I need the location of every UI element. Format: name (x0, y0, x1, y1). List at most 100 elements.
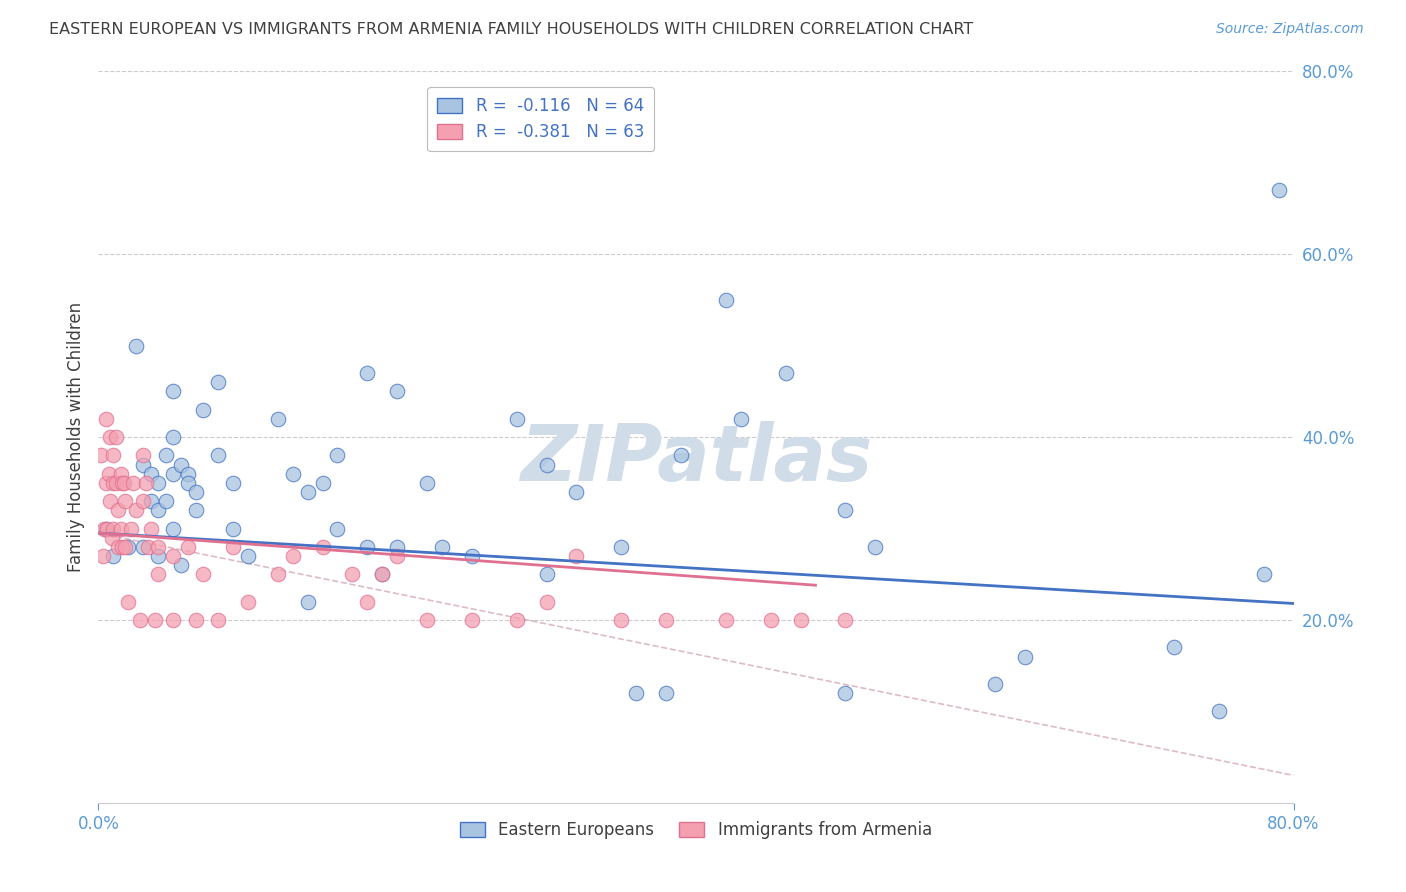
Point (311, 540, 333, 554)
Point (136, 540, 159, 554)
Point (110, 521, 132, 535)
Point (610, 613, 633, 627)
Y-axis label: Family Households with Children: Family Households with Children (66, 302, 84, 572)
Point (120, 521, 142, 535)
Point (326, 448, 349, 462)
Point (91, 549, 114, 563)
Point (143, 613, 166, 627)
Point (385, 549, 409, 563)
Point (162, 521, 184, 535)
Point (129, 613, 152, 627)
Point (834, 613, 856, 627)
Point (356, 540, 378, 554)
Point (132, 494, 155, 508)
Point (135, 475, 157, 490)
Point (90, 448, 112, 462)
Point (626, 686, 648, 700)
Point (132, 448, 155, 462)
Point (655, 686, 678, 700)
Point (169, 558, 191, 573)
Point (132, 540, 155, 554)
Point (984, 677, 1007, 691)
Point (125, 503, 148, 517)
Point (107, 503, 129, 517)
Point (103, 448, 125, 462)
Point (162, 430, 184, 444)
Point (148, 540, 170, 554)
Point (117, 594, 139, 608)
Point (177, 540, 200, 554)
Text: ZIPatlas: ZIPatlas (520, 421, 872, 497)
Point (371, 567, 394, 582)
Point (93, 521, 115, 535)
Point (148, 475, 170, 490)
Point (565, 549, 588, 563)
Point (281, 549, 304, 563)
Point (94, 521, 117, 535)
Point (775, 366, 797, 380)
Point (107, 540, 129, 554)
Point (610, 540, 633, 554)
Point (191, 567, 214, 582)
Point (536, 594, 558, 608)
Point (103, 521, 125, 535)
Point (1163, 640, 1185, 655)
Point (506, 412, 529, 426)
Point (177, 467, 200, 481)
Point (94, 412, 117, 426)
Point (342, 567, 364, 582)
Point (184, 613, 207, 627)
Point (114, 494, 136, 508)
Point (155, 448, 177, 462)
Point (430, 540, 453, 554)
Point (114, 540, 136, 554)
Point (461, 613, 484, 627)
Point (759, 613, 782, 627)
Point (125, 338, 148, 352)
Point (111, 540, 134, 554)
Point (416, 475, 439, 490)
Point (222, 540, 245, 554)
Point (121, 475, 143, 490)
Point (184, 503, 207, 517)
Point (222, 475, 245, 490)
Point (98, 494, 122, 508)
Point (169, 458, 191, 472)
Point (139, 494, 162, 508)
Point (162, 613, 184, 627)
Point (101, 531, 124, 545)
Point (103, 549, 125, 563)
Point (267, 412, 290, 426)
Point (162, 467, 184, 481)
Point (506, 613, 529, 627)
Point (385, 540, 409, 554)
Point (139, 467, 162, 481)
Point (103, 475, 125, 490)
Text: EASTERN EUROPEAN VS IMMIGRANTS FROM ARMENIA FAMILY HOUSEHOLDS WITH CHILDREN CORR: EASTERN EUROPEAN VS IMMIGRANTS FROM ARME… (49, 22, 973, 37)
Point (148, 503, 170, 517)
Point (207, 375, 229, 389)
Point (105, 430, 128, 444)
Point (207, 613, 229, 627)
Point (94, 475, 117, 490)
Point (162, 384, 184, 399)
Point (371, 567, 394, 582)
Point (730, 412, 752, 426)
Point (714, 293, 737, 307)
Point (148, 567, 170, 582)
Point (536, 458, 558, 472)
Point (311, 475, 333, 490)
Point (1253, 567, 1275, 582)
Point (110, 467, 132, 481)
Point (385, 384, 409, 399)
Point (461, 549, 484, 563)
Point (207, 448, 229, 462)
Point (834, 503, 856, 517)
Point (139, 521, 162, 535)
Point (162, 549, 184, 563)
Point (191, 402, 214, 417)
Point (105, 475, 128, 490)
Point (281, 467, 304, 481)
Point (416, 613, 439, 627)
Point (655, 613, 678, 627)
